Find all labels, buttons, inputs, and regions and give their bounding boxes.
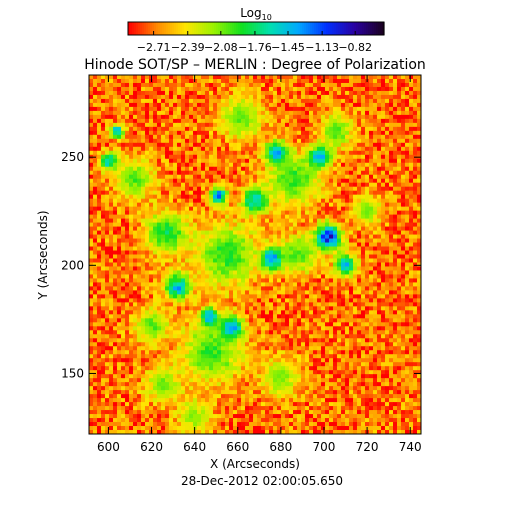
- colorbar-tick-label: −1.13: [305, 41, 339, 54]
- y-tick-label: 150: [61, 366, 84, 380]
- y-axis-label: Y (Arcseconds): [36, 210, 50, 300]
- colorbar-title: Log10: [240, 6, 272, 22]
- x-axis-label: X (Arcseconds): [210, 457, 300, 471]
- heatmap-image: [89, 75, 422, 435]
- colorbar: [127, 21, 385, 36]
- colorbar-tick-label: −1.76: [238, 41, 272, 54]
- colorbar-tick-label: −2.71: [137, 41, 171, 54]
- chart-title: Hinode SOT/SP – MERLIN : Degree of Polar…: [84, 57, 426, 73]
- x-tick-label: 720: [356, 440, 379, 454]
- x-tick-label: 660: [226, 440, 249, 454]
- colorbar-tick-label: −1.45: [271, 41, 305, 54]
- observation-timestamp: 28-Dec-2012 02:00:05.650: [181, 474, 343, 488]
- colorbar-tick-label: −2.08: [204, 41, 238, 54]
- colorbar-frame: [127, 21, 385, 36]
- colorbar-tick-label: −2.39: [171, 41, 205, 54]
- x-tick-label: 680: [269, 440, 292, 454]
- x-tick-label: 620: [140, 440, 163, 454]
- y-tick-label: 200: [61, 258, 84, 272]
- y-tick-label: 250: [61, 150, 84, 164]
- x-tick-label: 700: [313, 440, 336, 454]
- x-axis: 600 620 640 660 680 700 720 740: [97, 75, 422, 454]
- x-tick-label: 640: [183, 440, 206, 454]
- colorbar-ticks: −2.71 −2.39 −2.08 −1.76 −1.45 −1.13 −0.82: [137, 31, 372, 54]
- colorbar-tick-label: −0.82: [338, 41, 372, 54]
- x-tick-label: 740: [399, 440, 422, 454]
- x-tick-label: 600: [97, 440, 120, 454]
- plot-frame: [88, 74, 422, 435]
- y-axis: 150 200 250: [61, 150, 421, 380]
